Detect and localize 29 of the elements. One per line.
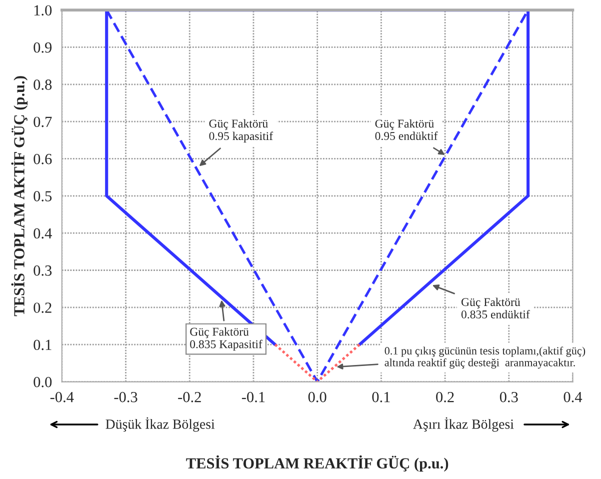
annotation: 0.1 pu çıkış gücünün tesis toplamı,(aktif güç) altında reaktif güç desteği aranmayacaktır. — [384, 346, 586, 369]
x-tick-label: 0.0 — [308, 392, 326, 402]
x-axis-title: TESİS TOPLAM REAKTİF GÜÇ (p.u.) — [186, 455, 448, 472]
y-tick-label: 0.6 — [34, 154, 52, 164]
annotation: Güç Faktörü 0.835 Kapasitif — [190, 327, 262, 351]
text: Aşırı İkaz Bölgesi — [413, 417, 514, 432]
x-tick-label: -0.1 — [242, 392, 265, 402]
x-tick-label: 0.1 — [372, 392, 390, 402]
x-tick-label: -0.2 — [178, 392, 201, 402]
y-tick-label: 0.8 — [34, 80, 52, 90]
y-tick-label: 0.9 — [34, 42, 52, 53]
annotation: Güç Faktörü 0.835 endüktif — [461, 298, 530, 318]
x-tick-label: 0.2 — [436, 392, 454, 402]
y-tick-label: 0.3 — [34, 265, 52, 276]
y-tick-label: 0.0 — [34, 376, 52, 388]
x-tick-label: 0.4 — [564, 392, 582, 402]
x-tick-label: -0.4 — [50, 392, 74, 402]
y-tick-label: 1.0 — [34, 5, 52, 16]
text: Düşük İkaz Bölgesi — [106, 417, 215, 432]
y-tick-label: 0.4 — [34, 228, 52, 239]
y-tick-label: 0.5 — [34, 191, 52, 202]
annotation: Güç Faktörü 0.95 kapasitif — [209, 119, 274, 142]
y-axis-title: TESİS TOPLAM AKTİF GÜÇ (p.u.) — [11, 76, 28, 316]
annotation: Güç Faktörü 0.95 endüktif — [375, 119, 438, 140]
y-tick-label: 0.7 — [34, 116, 52, 128]
y-tick-label: 0.2 — [34, 302, 52, 313]
x-tick-label: -0.3 — [114, 392, 138, 402]
y-tick-label: 0.1 — [34, 340, 52, 350]
x-tick-label: 0.3 — [500, 392, 518, 402]
